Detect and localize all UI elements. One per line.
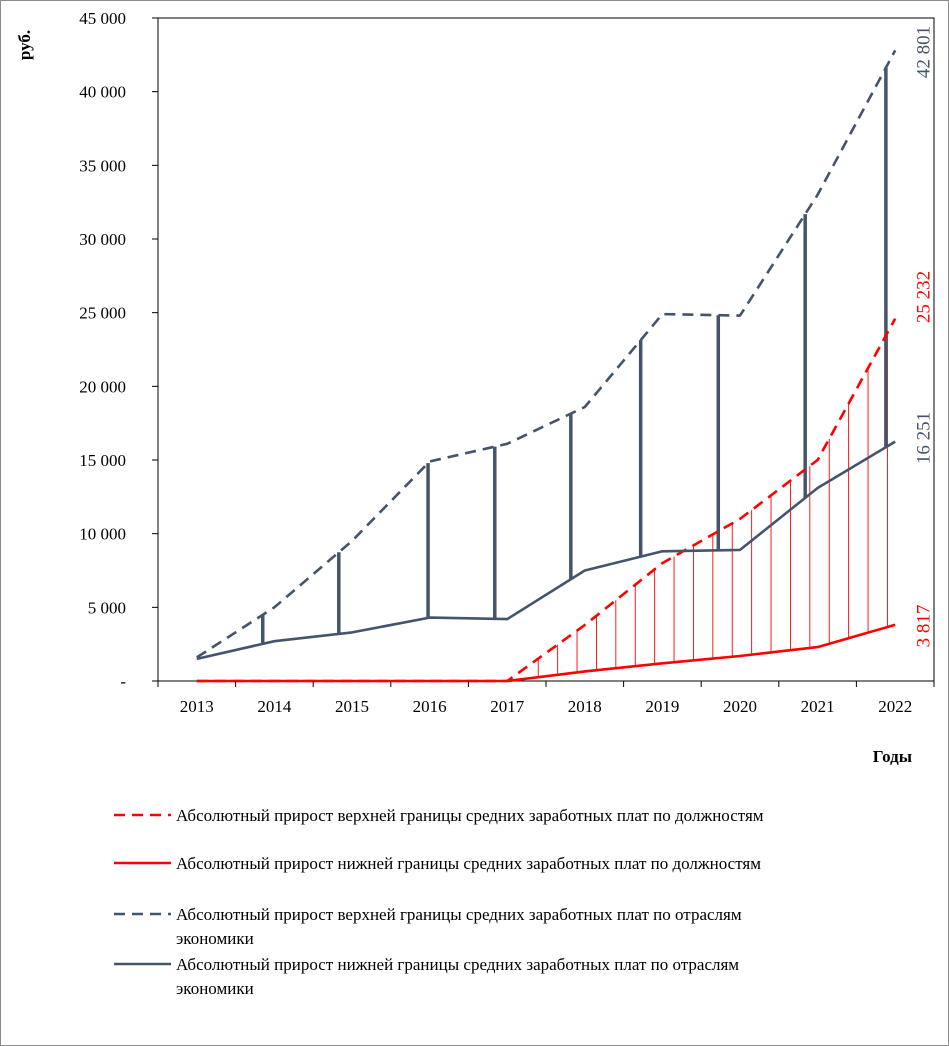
y-axis-label: руб.: [15, 30, 34, 60]
end-value-labels: 42 801 25 232 16 251 3 817: [913, 26, 934, 648]
x-axis-label: Годы: [873, 747, 912, 766]
plot-area: [157, 17, 935, 682]
legend-label-cont: экономики: [176, 979, 254, 998]
series-line-4: [196, 440, 896, 661]
y-tick-label: 5 000: [88, 598, 126, 617]
x-tick-label: 2016: [413, 697, 447, 716]
x-tick-label: 2022: [878, 697, 912, 716]
end-value-label: 16 251: [913, 412, 934, 464]
range-hatching: [261, 67, 888, 678]
legend-label: Абсолютный прирост нижней границы средни…: [176, 854, 761, 873]
x-tick-label: 2013: [180, 697, 214, 716]
legend-label: Абсолютный прирост верхней границы средн…: [176, 806, 764, 825]
legend-label: Абсолютный прирост верхней границы средн…: [176, 905, 742, 924]
x-tick-label: 2021: [801, 697, 835, 716]
legend-label-cont: экономики: [176, 929, 254, 948]
y-tick-label: -: [120, 672, 126, 691]
end-value-label: 3 817: [913, 605, 934, 648]
y-tick-label: 30 000: [79, 230, 126, 249]
y-tick-label: 10 000: [79, 525, 126, 544]
axis-ticks: - 5 000 10 000 15 000 20 000 25 000 30 000 35 0…: [79, 9, 935, 716]
legend-label: Абсолютный прирост нижней границы средни…: [176, 955, 739, 974]
x-tick-label: 2020: [723, 697, 757, 716]
x-tick-label: 2019: [645, 697, 679, 716]
y-tick-label: 25 000: [79, 304, 126, 323]
x-tick-label: 2017: [490, 697, 525, 716]
x-tick-label: 2018: [568, 697, 602, 716]
y-tick-label: 20 000: [79, 377, 126, 396]
y-tick-label: 45 000: [79, 9, 126, 28]
end-value-label: 25 232: [913, 271, 934, 323]
y-tick-label: 15 000: [79, 451, 126, 470]
plot-border: [157, 17, 935, 682]
end-value-label: 42 801: [913, 26, 934, 78]
series-line-3: [196, 49, 897, 659]
x-tick-label: 2014: [257, 697, 292, 716]
x-tick-label: 2015: [335, 697, 369, 716]
y-tick-label: 35 000: [79, 156, 126, 175]
y-tick-label: 40 000: [79, 83, 126, 102]
legend: Абсолютный прирост верхней границы средн…: [114, 806, 764, 998]
